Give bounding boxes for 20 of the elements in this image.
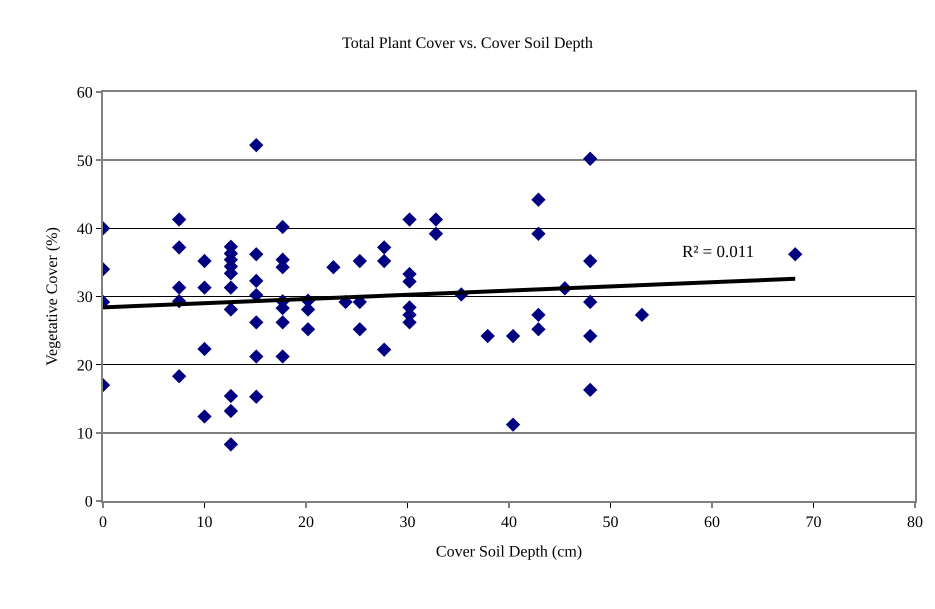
y-tick-label: 0 (84, 494, 93, 511)
y-tick-label: 20 (76, 357, 93, 374)
y-tick-label: 30 (76, 289, 93, 306)
y-axis-title: Vegetative Cover (%) (44, 227, 62, 366)
x-tick-label: 80 (907, 514, 923, 532)
x-tick-label: 10 (196, 514, 212, 532)
y-tick-label: 50 (76, 152, 93, 170)
annotation: R² = 0.011 (682, 242, 754, 261)
y-tick-label: 40 (76, 220, 93, 238)
x-tick-label: 0 (99, 514, 107, 532)
x-tick-label: 60 (704, 514, 720, 532)
x-tick-label: 50 (602, 514, 618, 532)
y-tick-label: 60 (76, 84, 93, 102)
chart-title: Total Plant Cover vs. Cover Soil Depth (342, 35, 593, 52)
y-tick-label: 10 (76, 425, 93, 442)
x-tick-label: 40 (501, 514, 517, 532)
x-tick-label: 70 (806, 514, 822, 532)
x-axis-title: Cover Soil Depth (cm) (436, 543, 582, 560)
x-tick-label: 30 (400, 514, 416, 532)
x-tick-label: 20 (298, 514, 314, 532)
